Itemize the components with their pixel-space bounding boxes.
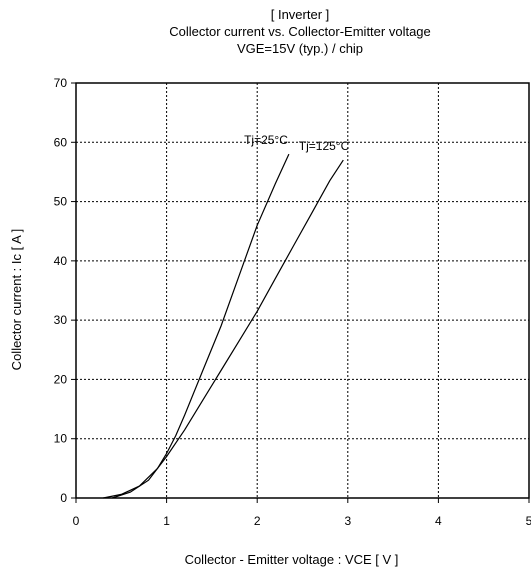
title-line-2: Collector current vs. Collector-Emitter … xyxy=(169,24,431,39)
x-tick-label: 2 xyxy=(254,514,261,528)
series-group xyxy=(103,153,344,499)
y-tick-label: 10 xyxy=(54,432,68,446)
plot-frame xyxy=(75,82,530,499)
y-tick-label: 30 xyxy=(54,313,68,327)
x-axis-label: Collector - Emitter voltage : VCE [ V ] xyxy=(185,552,399,567)
series-label-tj125: Tj=125°C xyxy=(299,139,350,153)
y-tick-label: 20 xyxy=(54,372,68,386)
y-tick-label: 60 xyxy=(54,135,68,149)
title-line-1: [ Inverter ] xyxy=(270,7,330,22)
x-tick-label: 0 xyxy=(73,514,80,528)
y-axis-label: Collector current : Ic [ A ] xyxy=(9,229,24,371)
chart-title: [ Inverter ] Collector current vs. Colle… xyxy=(0,6,531,57)
x-tick-label: 5 xyxy=(526,514,531,528)
title-line-3: VGE=15V (typ.) / chip xyxy=(236,41,364,56)
y-tick-label: 70 xyxy=(54,76,68,90)
y-tick-label: 50 xyxy=(54,195,68,209)
y-tick-label: 40 xyxy=(54,254,68,268)
x-tick-label: 1 xyxy=(163,514,170,528)
series-line-0 xyxy=(103,153,290,499)
series-label-tj25: Tj=25°C xyxy=(244,133,288,147)
x-tick-label: 4 xyxy=(435,514,442,528)
y-tick-label: 0 xyxy=(60,491,67,505)
x-tick-label: 3 xyxy=(344,514,351,528)
series-line-1 xyxy=(112,159,344,499)
grid xyxy=(76,83,529,498)
